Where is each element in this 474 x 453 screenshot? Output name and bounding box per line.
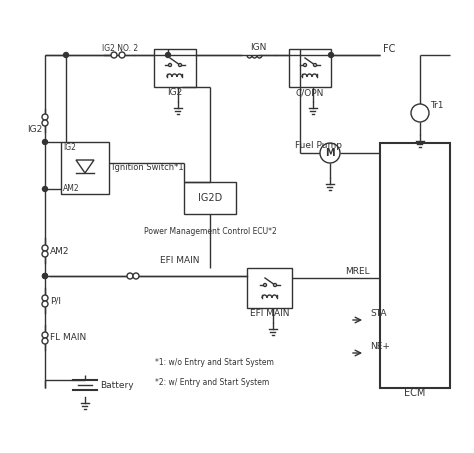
Circle shape	[43, 140, 47, 145]
Circle shape	[320, 143, 340, 163]
Text: NE+: NE+	[370, 342, 390, 351]
Circle shape	[64, 53, 69, 58]
Text: IG2 NO. 2: IG2 NO. 2	[102, 44, 138, 53]
Circle shape	[111, 52, 117, 58]
Text: *2: w/ Entry and Start System: *2: w/ Entry and Start System	[155, 378, 269, 387]
Text: *1: w/o Entry and Start System: *1: w/o Entry and Start System	[155, 358, 274, 367]
Circle shape	[328, 53, 334, 58]
Text: Fuel Pump: Fuel Pump	[295, 141, 342, 150]
Circle shape	[43, 274, 47, 279]
Bar	[61, 142, 109, 194]
Polygon shape	[76, 160, 94, 173]
Circle shape	[119, 52, 125, 58]
Text: IG2D: IG2D	[198, 193, 222, 203]
Bar	[154, 49, 196, 87]
Circle shape	[43, 274, 47, 279]
Text: P/I: P/I	[50, 297, 61, 305]
Text: Ignition Switch*1: Ignition Switch*1	[112, 164, 183, 173]
Circle shape	[313, 63, 317, 67]
Text: FL MAIN: FL MAIN	[50, 333, 86, 342]
Circle shape	[42, 332, 48, 338]
Bar	[289, 49, 331, 87]
Circle shape	[42, 251, 48, 257]
Circle shape	[42, 338, 48, 344]
Circle shape	[42, 295, 48, 301]
Text: C/OPN: C/OPN	[296, 88, 324, 97]
Text: AM2: AM2	[63, 184, 80, 193]
Text: IG2: IG2	[167, 88, 182, 97]
Circle shape	[133, 273, 139, 279]
Text: Battery: Battery	[100, 381, 134, 390]
Bar	[184, 182, 236, 214]
Circle shape	[127, 273, 133, 279]
Text: FC: FC	[383, 44, 395, 54]
Circle shape	[179, 63, 182, 67]
Circle shape	[42, 301, 48, 307]
Circle shape	[42, 120, 48, 126]
Text: EFI MAIN: EFI MAIN	[160, 256, 200, 265]
Circle shape	[273, 284, 276, 286]
Circle shape	[303, 63, 307, 67]
Bar	[380, 143, 450, 388]
Circle shape	[168, 63, 172, 67]
Circle shape	[43, 187, 47, 192]
Circle shape	[264, 284, 266, 286]
Text: Tr1: Tr1	[430, 101, 444, 110]
Circle shape	[42, 245, 48, 251]
Text: ECM: ECM	[404, 388, 426, 398]
Text: Power Management Control ECU*2: Power Management Control ECU*2	[144, 227, 276, 236]
Text: M: M	[325, 148, 335, 158]
Text: EFI MAIN: EFI MAIN	[250, 309, 290, 318]
Text: STA: STA	[370, 309, 386, 318]
Text: MREL: MREL	[345, 267, 370, 276]
Circle shape	[411, 104, 429, 122]
Text: AM2: AM2	[50, 246, 70, 255]
Text: IGN: IGN	[250, 43, 266, 52]
Text: IG2: IG2	[63, 143, 76, 152]
Circle shape	[165, 53, 171, 58]
Text: IG2: IG2	[27, 125, 42, 134]
Bar	[247, 268, 292, 308]
Circle shape	[42, 114, 48, 120]
